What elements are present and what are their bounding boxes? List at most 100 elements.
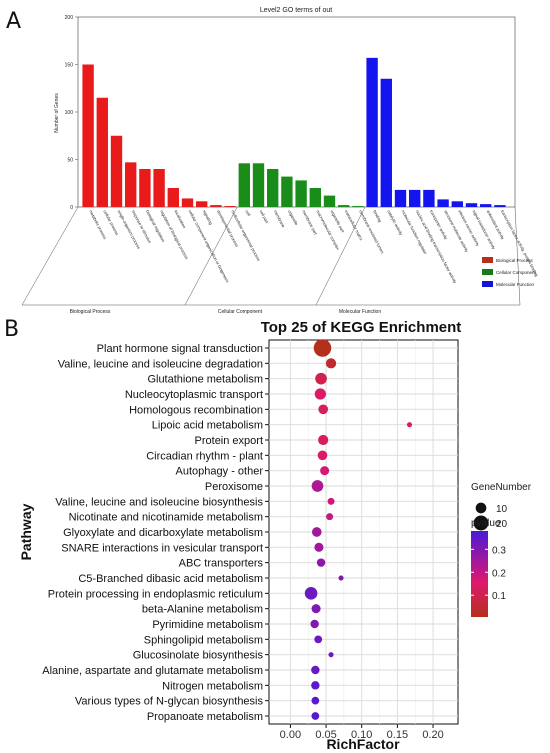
go-bar — [295, 180, 307, 207]
kegg-pathway-label: Sphingolipid metabolism — [144, 634, 263, 646]
kegg-pathway-labels: Plant hormone signal transduction Valine,… — [42, 343, 269, 723]
kegg-point — [327, 497, 335, 505]
go-y-axis-label: Number of Genes — [54, 93, 60, 133]
go-bar — [423, 189, 435, 207]
kegg-point — [310, 619, 319, 629]
kegg-pathway-label: ABC transporters — [179, 558, 264, 570]
kegg-point — [315, 372, 327, 385]
kegg-grid — [269, 340, 458, 724]
kegg-x-axis-label: RichFactor — [326, 736, 400, 752]
kegg-x-tick-label: 0.20 — [422, 729, 443, 741]
go-bar — [465, 203, 478, 207]
kegg-pathway-label: Homologous recombination — [129, 404, 263, 416]
kegg-pathway-label: Circadian rhythm - plant — [146, 450, 263, 462]
kegg-pathway-label: Lipoic acid metabolism — [152, 420, 263, 432]
go-bar — [309, 188, 321, 207]
kegg-pathway-label: Protein export — [195, 435, 263, 447]
kegg-point — [325, 358, 337, 369]
kegg-point — [311, 696, 320, 705]
kegg-bubble-chart: B Top 25 of KEGG Enrichment Plant hormon… — [4, 318, 532, 752]
kegg-points — [304, 339, 413, 720]
go-y-tick-label: 200 — [65, 15, 74, 21]
kegg-point — [311, 480, 324, 492]
kegg-pathway-label: Propanoate metabolism — [147, 711, 263, 723]
go-bar — [110, 135, 123, 207]
go-x-tick-label: signaling — [202, 209, 214, 225]
go-y-tick-label: 50 — [67, 158, 73, 164]
kegg-point — [314, 542, 324, 552]
kegg-point — [311, 604, 321, 614]
go-bar — [167, 188, 179, 207]
kegg-point — [314, 635, 323, 644]
go-group-divider — [184, 206, 238, 306]
gene-number-legend-dot — [475, 502, 487, 514]
go-x-tick-label: cell — [244, 209, 251, 217]
go-bar — [437, 199, 449, 207]
go-bar — [224, 206, 236, 207]
kegg-point — [311, 712, 320, 720]
gene-number-legend-dot — [473, 515, 489, 531]
go-y-ticks: 0 50 100 150 200 — [65, 15, 78, 211]
kegg-pathway-label: Protein processing in endoplasmic reticu… — [48, 588, 263, 600]
kegg-x-ticks: 0.00 0.05 0.10 0.15 0.20 — [280, 724, 444, 741]
go-bar — [409, 189, 421, 207]
go-bar — [494, 205, 506, 207]
kegg-pathway-label: Autophagy - other — [176, 466, 264, 478]
kegg-color-legend: pvalue 0.1 0.2 0.3 — [471, 518, 506, 617]
panel-letter-b: B — [4, 318, 19, 342]
go-x-tick-label: organelle — [287, 209, 300, 227]
go-bar — [210, 205, 222, 207]
kegg-x-tick-label: 0.05 — [315, 729, 336, 741]
kegg-point — [314, 388, 326, 400]
go-bar — [451, 201, 463, 207]
go-bar — [380, 78, 392, 207]
pvalue-tick-label: 0.2 — [492, 568, 506, 579]
panel-letter-a: A — [6, 9, 21, 34]
kegg-chart-title: Top 25 of KEGG Enrichment — [261, 319, 462, 336]
kegg-y-axis-label: Pathway — [18, 503, 34, 560]
kegg-pathway-label: SNARE interactions in vesicular transpor… — [61, 542, 263, 554]
go-x-tick-label: localization — [173, 209, 187, 229]
go-bar — [394, 189, 407, 207]
kegg-x-tick-label: 0.10 — [351, 729, 372, 741]
kegg-pathway-label: Valine, leucine and isoleucine biosynthe… — [55, 496, 263, 508]
kegg-pathway-label: Plant hormone signal transduction — [97, 343, 263, 355]
go-group-label: Molecular Function — [339, 309, 381, 315]
kegg-pathway-label: Nucleocytoplasmic transport — [125, 389, 263, 401]
go-bar — [267, 169, 279, 207]
go-x-tick-label: membrane — [273, 209, 287, 229]
kegg-pathway-label: Glyoxylate and dicarboxylate metabolism — [63, 527, 263, 539]
go-bar — [82, 64, 94, 207]
go-group-labels: Biological Process Cellular Component Mole… — [21, 206, 521, 315]
kegg-point — [320, 466, 330, 476]
gene-number-legend-label: 10 — [496, 504, 508, 515]
go-legend-label: Cellular Component — [496, 270, 537, 275]
go-x-tick-label: catalytic activity — [386, 209, 403, 236]
go-bars — [82, 57, 506, 207]
kegg-x-tick-label: 0.00 — [280, 729, 301, 741]
go-group-divider — [514, 206, 521, 306]
go-x-tick-label: membrane part — [301, 209, 319, 236]
go-legend-swatch — [482, 257, 493, 263]
go-bar — [352, 206, 364, 207]
go-bar — [323, 195, 336, 207]
go-bar-chart: A Level2 GO terms of out Number of Genes… — [6, 7, 539, 315]
go-bar — [281, 176, 293, 207]
kegg-point — [316, 558, 326, 567]
pvalue-colorbar — [471, 531, 488, 617]
pvalue-tick-label: 0.3 — [492, 545, 506, 556]
kegg-point — [317, 450, 328, 461]
go-bar — [125, 162, 137, 207]
kegg-pathway-label: Nicotinate and nicotinamide metabolism — [69, 512, 263, 524]
go-group-divider — [21, 206, 79, 306]
kegg-pathway-label: C5-Branched dibasic acid metabolism — [78, 573, 263, 585]
go-group-label: Biological Process — [70, 309, 111, 315]
go-bar — [480, 204, 492, 207]
go-bar — [153, 169, 165, 207]
go-bar — [196, 201, 208, 207]
pvalue-tick-label: 0.1 — [492, 591, 506, 602]
pvalue-legend-title: pvalue — [471, 518, 501, 529]
go-bar — [238, 163, 250, 207]
go-x-tick-label: binding — [372, 209, 382, 223]
kegg-pathway-label: Peroxisome — [205, 481, 263, 493]
